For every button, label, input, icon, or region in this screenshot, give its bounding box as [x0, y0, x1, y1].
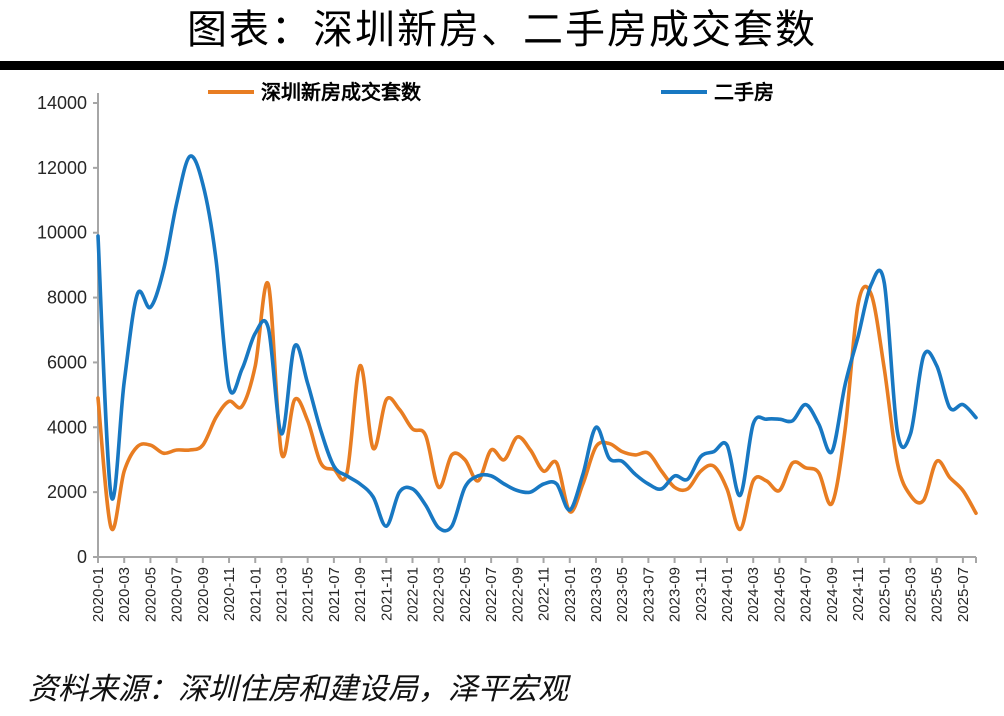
new-homes-line [96, 280, 978, 532]
page-title: 图表：深圳新房、二手房成交套数 [187, 7, 817, 53]
x-tick-label: 2023-09 [667, 567, 684, 622]
chart-plot: 0 2000 4000 6000 8000 10000 12000 14000 2020-01 2… [37, 93, 978, 622]
x-tick-label: 2020-11 [221, 567, 238, 621]
x-tick-label: 2022-11 [536, 567, 553, 621]
x-tick-label: 2020-05 [142, 567, 159, 622]
x-tick-label: 2024-05 [771, 567, 788, 622]
x-tick-label: 2024-07 [798, 567, 815, 622]
legend-item-secondhand: 二手房 [661, 80, 774, 104]
y-tick-label: 4000 [47, 417, 87, 437]
legend-label-secondhand: 二手房 [714, 80, 774, 104]
x-tick-label: 2021-07 [326, 567, 343, 622]
x-tick-label: 2025-03 [902, 567, 919, 622]
x-tick-label: 2022-01 [405, 567, 422, 622]
x-tick-label: 2021-01 [247, 567, 264, 622]
secondhand-line [96, 154, 978, 533]
y-tick-label: 10000 [37, 223, 87, 243]
x-tick-label: 2020-07 [169, 567, 186, 622]
x-tick-label: 2022-03 [431, 567, 448, 622]
x-tick-label: 2023-05 [614, 567, 631, 622]
y-tick-label: 6000 [47, 352, 87, 372]
title-divider-rule [0, 61, 1004, 70]
x-tick-label: 2025-05 [929, 567, 946, 622]
x-tick-label: 2024-03 [745, 567, 762, 622]
x-tick-label: 2025-07 [955, 567, 972, 622]
secondhand-line-swatch [661, 90, 707, 94]
y-tick-label: 0 [77, 547, 87, 567]
y-tick-label: 14000 [37, 93, 87, 113]
x-tick-label: 2025-01 [876, 567, 893, 622]
x-tick-label: 2023-07 [640, 567, 657, 622]
x-tick-label: 2024-09 [824, 567, 841, 622]
x-tick-label: 2022-07 [483, 567, 500, 622]
y-tick-label: 12000 [37, 158, 87, 178]
x-tick-label: 2024-11 [850, 567, 867, 621]
x-tick-label: 2021-11 [378, 567, 395, 621]
x-tick-label: 2021-09 [352, 567, 369, 622]
x-tick-label: 2024-01 [719, 567, 736, 622]
chart-area: 0 2000 4000 6000 8000 10000 12000 14000 2020-01 2… [0, 70, 1004, 662]
y-tick-label: 8000 [47, 288, 87, 308]
x-tick-label: 2020-01 [90, 567, 107, 622]
x-tick-label: 2023-11 [693, 567, 710, 621]
x-tick-label: 2023-01 [562, 567, 579, 622]
y-tick-label: 2000 [47, 482, 87, 502]
x-tick-label: 2022-09 [509, 567, 526, 622]
x-tick-label: 2021-03 [273, 567, 290, 622]
x-tick-label: 2020-03 [116, 567, 133, 622]
x-tick-label: 2020-09 [195, 567, 212, 622]
x-tick-label: 2022-05 [457, 567, 474, 622]
legend-item-new-homes: 深圳新房成交套数 [208, 80, 421, 104]
new-homes-line-swatch [208, 90, 254, 94]
x-tick-label: 2023-03 [588, 567, 605, 622]
source-credit: 资料来源：深圳住房和建设局，泽平宏观 [28, 672, 568, 707]
legend-label-new-homes: 深圳新房成交套数 [261, 80, 421, 104]
x-tick-label: 2021-05 [300, 567, 317, 622]
chart-legend: 深圳新房成交套数 二手房 [0, 80, 1004, 106]
